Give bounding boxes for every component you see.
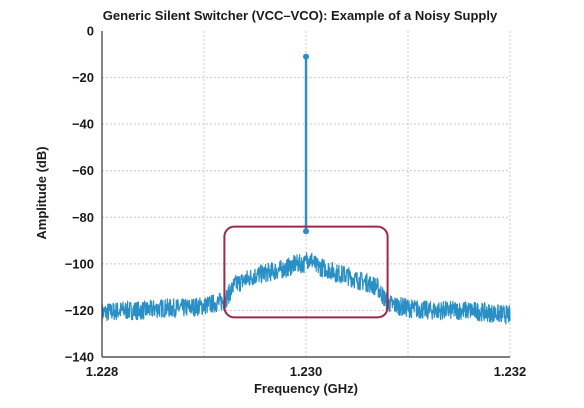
y-axis-label: Amplitude (dB) [34, 146, 49, 239]
x-axis-label: Frequency (GHz) [254, 381, 358, 396]
y-tick-label: −40 [72, 117, 94, 132]
y-tick-label: −20 [72, 70, 94, 85]
series-line [101, 252, 511, 325]
y-tick-label: −140 [65, 350, 94, 365]
annotation-layer [223, 225, 389, 319]
y-tick-label: −60 [72, 163, 94, 178]
y-tick-label: −120 [65, 303, 94, 318]
chart-title: Generic Silent Switcher (VCC–VCO): Examp… [103, 8, 498, 23]
y-tick-labels: 0 −20 −40 −60 −80 −100 −120 −140 [65, 24, 94, 365]
x-tick-label: 1.230 [290, 364, 323, 379]
peak-marker [303, 53, 309, 60]
y-tick-label: −80 [72, 210, 94, 225]
y-tick-label: −100 [65, 256, 94, 271]
x-tick-label: 1.232 [494, 364, 527, 379]
x-tick-labels: 1.228 1.230 1.232 [86, 364, 527, 379]
axes [101, 31, 510, 358]
y-tick-label: 0 [87, 24, 94, 39]
highlight-rectangle [223, 225, 389, 319]
x-tick-label: 1.228 [86, 364, 119, 379]
spike-base-marker [303, 228, 309, 235]
plot-area [101, 53, 511, 325]
